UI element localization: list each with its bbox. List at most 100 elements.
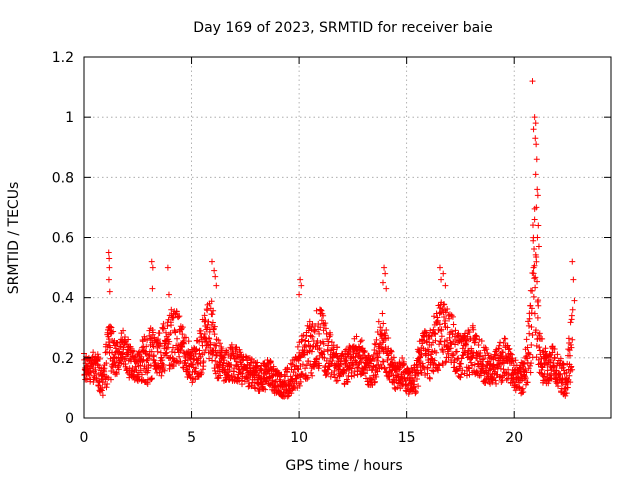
data-point <box>546 350 553 357</box>
data-point <box>526 315 533 322</box>
data-point <box>532 284 539 291</box>
data-point <box>106 288 113 295</box>
data-point <box>438 276 445 283</box>
y-tick-label: 0.6 <box>52 231 74 247</box>
data-point <box>270 363 277 370</box>
data-point <box>304 374 311 381</box>
data-point <box>425 352 432 359</box>
data-point <box>336 363 343 370</box>
data-point <box>375 318 382 325</box>
data-point <box>343 357 350 364</box>
y-tick-label: 1.2 <box>52 50 74 66</box>
data-point <box>489 376 496 383</box>
data-point <box>103 349 110 356</box>
data-point <box>148 375 155 382</box>
data-point <box>193 346 200 353</box>
data-point <box>153 337 160 344</box>
data-point <box>160 325 167 332</box>
data-point <box>482 344 489 351</box>
data-point <box>410 378 417 385</box>
data-point <box>206 335 213 342</box>
data-point <box>120 327 127 334</box>
data-point <box>248 382 255 389</box>
data-point <box>290 369 297 376</box>
data-point <box>147 362 154 369</box>
data-point <box>296 291 303 298</box>
data-point <box>531 216 538 223</box>
data-point <box>327 373 334 380</box>
data-point <box>526 351 533 358</box>
data-point <box>529 287 536 294</box>
data-point <box>569 336 576 343</box>
data-point <box>332 374 339 381</box>
data-point <box>230 352 237 359</box>
data-point <box>500 349 507 356</box>
data-point <box>128 367 135 374</box>
data-point <box>209 319 216 326</box>
data-point <box>530 270 537 277</box>
data-point <box>466 365 473 372</box>
data-point <box>210 326 217 333</box>
data-point <box>462 330 469 337</box>
data-point <box>436 264 443 271</box>
data-point <box>201 331 208 338</box>
data-point <box>528 341 535 348</box>
data-point <box>325 342 332 349</box>
data-point <box>528 360 535 367</box>
data-point <box>294 373 301 380</box>
data-point <box>375 353 382 360</box>
data-point <box>351 372 358 379</box>
data-point <box>440 314 447 321</box>
data-point <box>542 345 549 352</box>
data-point <box>390 354 397 361</box>
data-point <box>115 366 122 373</box>
data-point <box>564 384 571 391</box>
data-point <box>383 285 390 292</box>
data-point <box>280 378 287 385</box>
data-point <box>119 350 126 357</box>
data-point <box>309 333 316 340</box>
data-point <box>508 358 515 365</box>
data-point <box>533 204 540 211</box>
data-point <box>166 338 173 345</box>
data-point <box>181 340 188 347</box>
data-point <box>447 339 454 346</box>
data-point <box>311 327 318 334</box>
data-point <box>252 385 259 392</box>
data-point <box>534 314 541 321</box>
data-point <box>107 323 114 330</box>
data-point <box>500 339 507 346</box>
data-point <box>536 330 543 337</box>
data-point <box>477 350 484 357</box>
data-point <box>344 378 351 385</box>
data-point <box>439 362 446 369</box>
data-point <box>521 361 528 368</box>
data-point <box>390 379 397 386</box>
data-point <box>566 372 573 379</box>
data-point <box>168 306 175 313</box>
data-point <box>419 360 426 367</box>
data-point <box>527 362 534 369</box>
data-point <box>167 362 174 369</box>
data-point <box>534 192 541 199</box>
data-point <box>439 346 446 353</box>
data-point <box>491 351 498 358</box>
data-point <box>433 349 440 356</box>
data-point <box>308 348 315 355</box>
data-point <box>377 324 384 331</box>
data-point <box>303 362 310 369</box>
data-point <box>531 245 538 252</box>
data-point <box>569 366 576 373</box>
y-axis-title: SRMTID / TECUs <box>6 182 22 295</box>
data-point <box>497 373 504 380</box>
data-point <box>165 291 172 298</box>
data-point <box>431 313 438 320</box>
x-tick-label: 20 <box>505 430 523 446</box>
data-point <box>444 306 451 313</box>
data-point <box>509 355 516 362</box>
data-point <box>387 347 394 354</box>
data-point <box>215 337 222 344</box>
data-point <box>197 327 204 334</box>
data-point <box>505 346 512 353</box>
data-point <box>457 374 464 381</box>
